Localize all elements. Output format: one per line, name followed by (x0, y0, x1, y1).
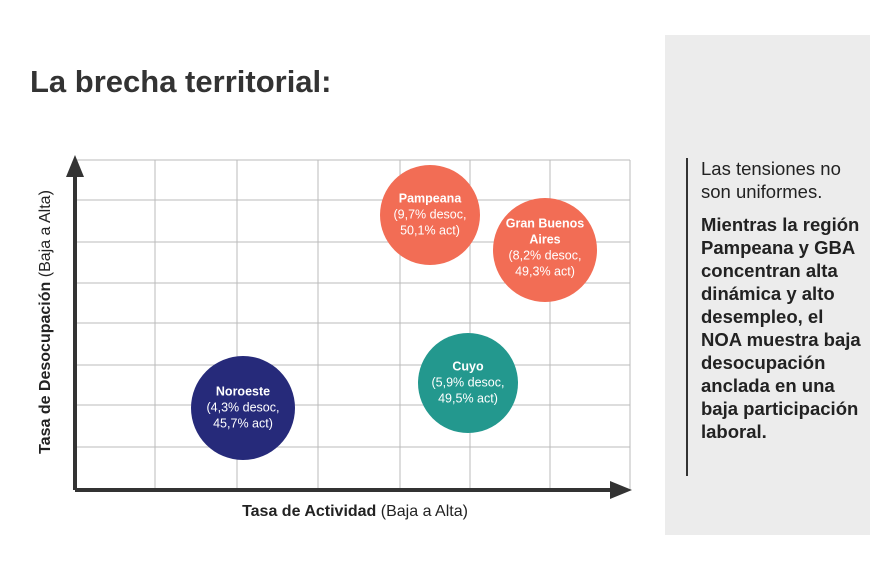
bubble (380, 165, 480, 265)
bubble-name: Noroeste (216, 384, 270, 398)
bubble (418, 333, 518, 433)
bubble-name: Gran Buenos (506, 216, 585, 230)
bubble-detail: (8,2% desoc, (509, 248, 582, 262)
bubble-detail: 49,3% act) (515, 264, 575, 278)
chart: La brecha territorial: Tasa de Actividad… (30, 64, 632, 520)
bubble-name: Cuyo (452, 359, 484, 373)
x-axis-label-bold: Tasa de Actividad (242, 503, 376, 520)
bubble-detail: (5,9% desoc, (432, 375, 505, 389)
side-panel: Las tensiones no son uniformes. Mientras… (665, 35, 870, 535)
panel-body: Mientras la región Pampeana y GBA concen… (701, 214, 861, 442)
bubble-detail: 50,1% act) (400, 223, 460, 237)
y-axis-label-bold: Tasa de Desocupación (37, 282, 54, 454)
y-axis-arrow (66, 155, 84, 177)
axes (66, 155, 632, 499)
x-axis-arrow (610, 481, 632, 499)
bubble-name: Aires (529, 232, 560, 246)
y-axis-label-rest: (Baja a Alta) (37, 190, 54, 277)
bubble-detail: 49,5% act) (438, 391, 498, 405)
bubble-detail: (9,7% desoc, (394, 207, 467, 221)
y-axis-label: Tasa de Desocupación (Baja a Alta) (37, 190, 54, 454)
bubble-name: Pampeana (399, 191, 463, 205)
title: La brecha territorial: (30, 64, 331, 99)
panel-text: Las tensiones no son uniformes. Mientras… (701, 157, 867, 443)
bubble (191, 356, 295, 460)
x-axis-label: Tasa de Actividad (Baja a Alta) (242, 503, 468, 520)
bubbles: Pampeana (9,7% desoc, 50,1% act) Gran Bueno… (191, 165, 597, 460)
bubble (493, 198, 597, 302)
bubble-detail: 45,7% act) (213, 416, 273, 430)
x-axis-label-rest: (Baja a Alta) (381, 503, 468, 520)
panel-rule (686, 158, 688, 476)
panel-intro: Las tensiones no son uniformes. (701, 158, 841, 202)
bubble-detail: (4,3% desoc, (207, 400, 280, 414)
